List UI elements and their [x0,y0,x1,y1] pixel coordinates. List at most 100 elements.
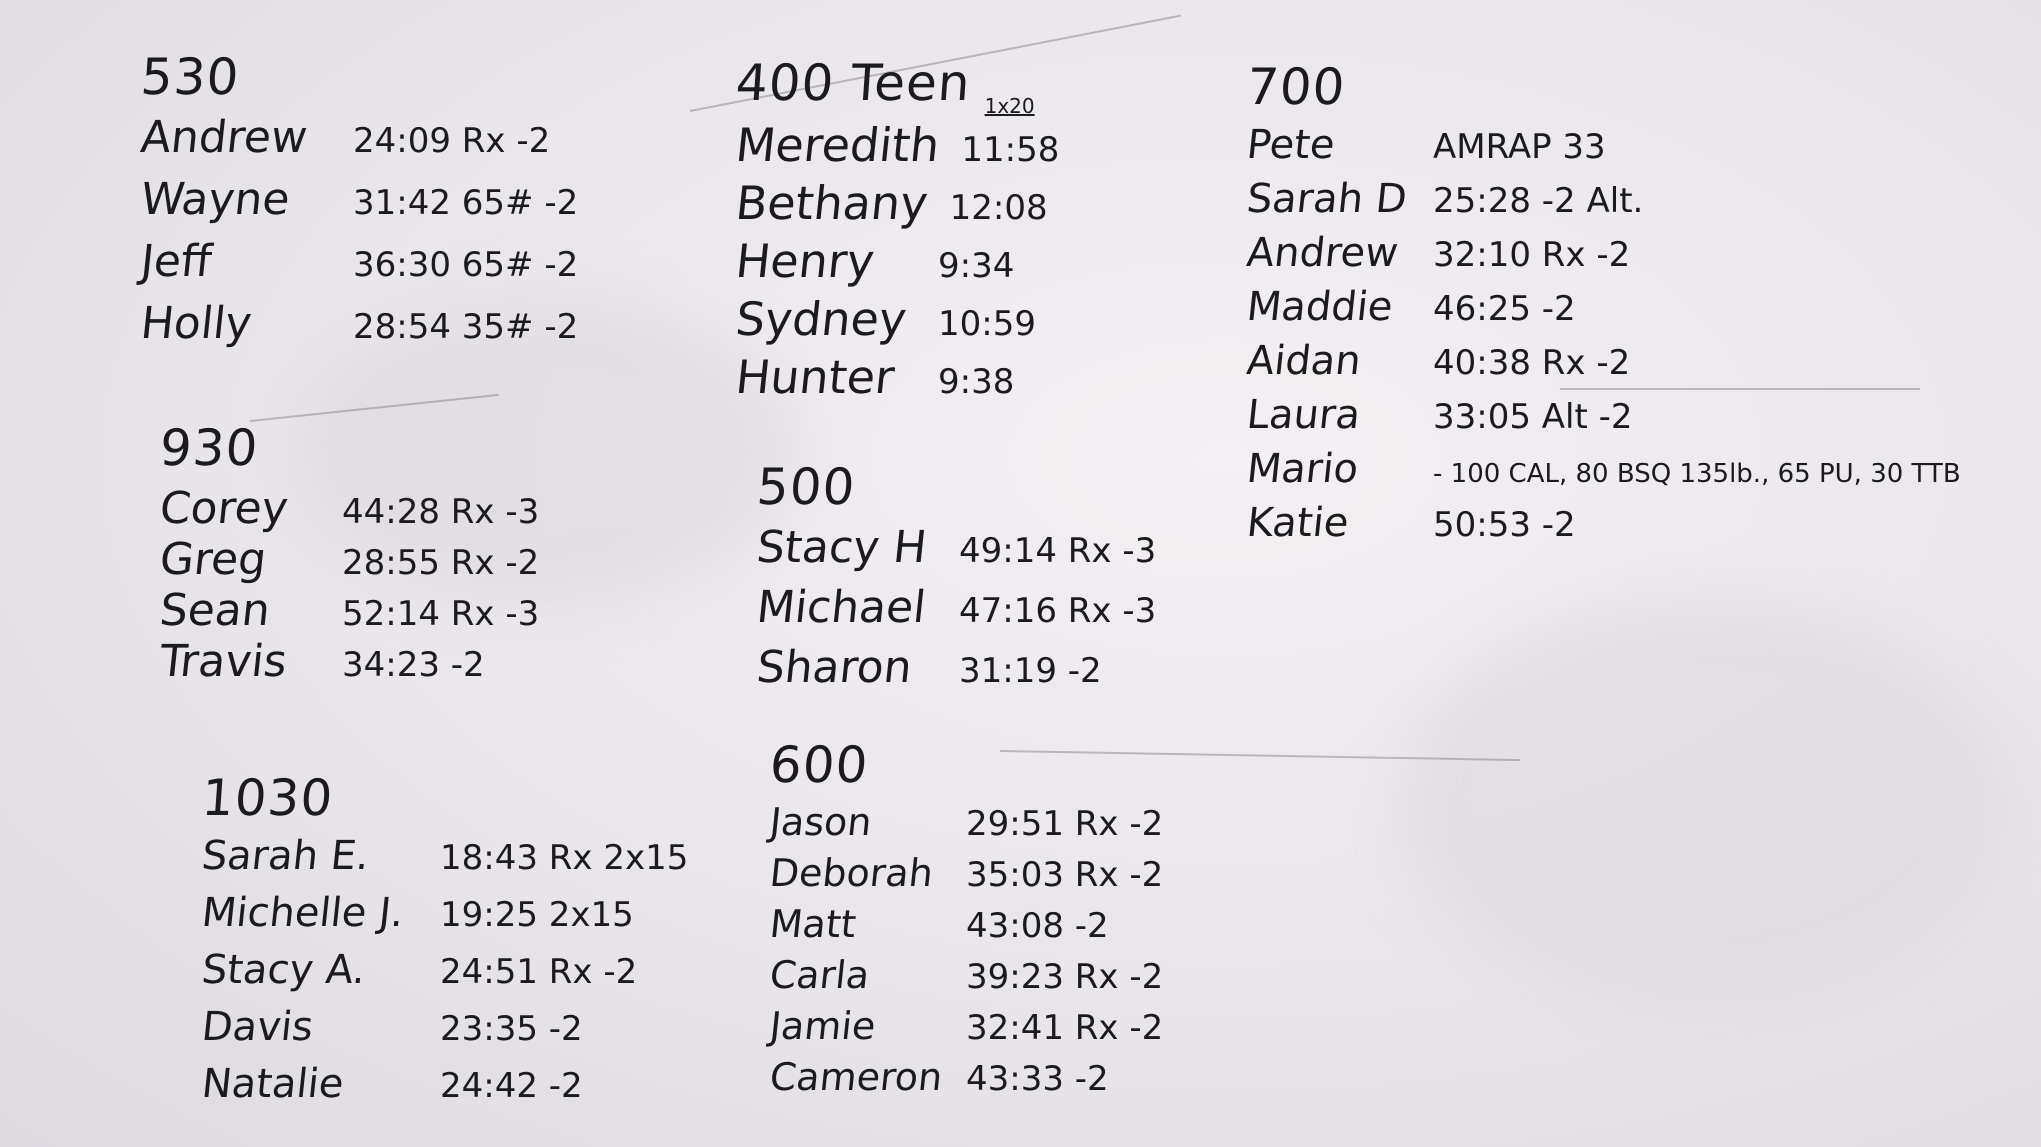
result-row: Holly 28:54 35# -2 [138,298,579,360]
result-row: Jamie 32:41 Rx -2 [768,1004,1164,1055]
result-row: Deborah 35:03 Rx -2 [767,851,1164,902]
result-row: Andrew 32:10 Rx -2 [1244,230,1961,284]
result-row: Mario - 100 CAL, 80 BSQ 135lb., 65 PU, 30… [1245,446,1961,500]
session-header: 400 Teen [733,54,973,112]
athlete-name: Natalie [199,1061,346,1107]
result-row: Corey 44:28 Rx -3 [157,483,540,534]
session-header-line: 500 [754,458,1156,516]
athlete-name: Bethany [733,176,931,230]
result-row: Laura 33:05 Alt -2 [1245,392,1961,446]
result-row: Bethany 12:08 [733,176,1059,234]
athlete-name: Stacy H [754,522,930,573]
athlete-score: - 100 CAL, 80 BSQ 135lb., 65 PU, 30 TTB [1433,459,1961,489]
athlete-score: 52:14 Rx -3 [342,594,540,634]
session-header: 600 [767,736,871,794]
result-row: Jason 29:51 Rx -2 [767,800,1164,851]
result-row: Sarah D 25:28 -2 Alt. [1244,176,1961,230]
athlete-score: 9:38 [938,362,1015,402]
athlete-name: Henry [733,234,878,288]
faint-marker-line [1560,388,1920,390]
session-400: 400 Teen 1x20 Meredith 11:58 Bethany 12:08 Hen… [733,54,1060,408]
result-row: Greg 28:55 Rx -2 [157,534,540,585]
athlete-score: 31:42 65# -2 [353,183,579,223]
athlete-score: 35:03 Rx -2 [966,855,1164,895]
result-row: Carla 39:23 Rx -2 [767,953,1164,1004]
session-header-line: 930 [158,419,539,477]
session-700: 700 Pete AMRAP 33 Sarah D 25:28 -2 Alt. Andre… [1244,58,1961,554]
athlete-score: 18:43 Rx 2x15 [440,838,689,878]
athlete-name: Jason [767,800,874,844]
session-header: 500 [754,458,858,516]
session-header-line: 600 [767,736,1163,794]
session-header: 530 [138,48,242,106]
athlete-name: Katie [1244,500,1351,546]
athlete-score: 12:08 [949,188,1048,228]
session-1030: 1030 Sarah E. 18:43 Rx 2x15 Michelle J. 19:2… [199,769,689,1118]
athlete-name: Wayne [138,174,293,225]
athlete-name: Travis [157,636,290,687]
athlete-name: Sarah D [1244,176,1410,222]
athlete-name: Sydney [733,292,910,346]
athlete-name: Michael [754,582,929,633]
result-row: Henry 9:34 [733,234,1059,292]
result-row: Travis 34:23 -2 [157,636,539,687]
session-subheader: 1x20 [984,94,1035,118]
athlete-name: Pete [1244,122,1338,168]
athlete-name: Carla [767,953,872,997]
athlete-name: Jeff [138,236,215,287]
athlete-name: Deborah [767,851,936,895]
result-row: Stacy A. 24:51 Rx -2 [199,947,688,1004]
session-930: 930 Corey 44:28 Rx -3 Greg 28:55 Rx -2 Sean 52… [157,419,540,687]
athlete-score: 49:14 Rx -3 [959,531,1157,571]
session-header-line: 400 Teen 1x20 [733,54,1059,116]
athlete-name: Greg [157,534,269,585]
athlete-score: 34:23 -2 [342,645,485,685]
session-530: 530 Andrew 24:09 Rx -2 Wayne 31:42 65# -2 Jef… [138,48,579,360]
result-row: Matt 43:08 -2 [768,902,1163,953]
result-row: Sean 52:14 Rx -3 [157,585,540,636]
athlete-name: Andrew [1244,230,1401,276]
athlete-score: 32:10 Rx -2 [1433,235,1631,275]
athlete-score: 39:23 Rx -2 [966,957,1164,997]
athlete-score: 25:28 -2 Alt. [1433,181,1644,221]
athlete-score: 43:08 -2 [966,906,1109,946]
athlete-score: 44:28 Rx -3 [342,492,540,532]
result-row: Pete AMRAP 33 [1244,122,1961,176]
athlete-score: 32:41 Rx -2 [966,1008,1164,1048]
session-600: 600 Jason 29:51 Rx -2 Deborah 35:03 Rx -2 Mat… [767,736,1164,1106]
athlete-score: 28:55 Rx -2 [342,543,540,583]
result-row: Sydney 10:59 [733,292,1059,350]
athlete-score: 24:09 Rx -2 [353,121,551,161]
athlete-score: 24:42 -2 [440,1066,583,1106]
athlete-score: 10:59 [938,304,1036,344]
result-row: Sarah E. 18:43 Rx 2x15 [200,833,689,890]
result-row: Wayne 31:42 65# -2 [138,174,579,236]
session-500: 500 Stacy H 49:14 Rx -3 Michael 47:16 Rx -3 S… [754,458,1157,702]
result-row: Michael 47:16 Rx -3 [754,582,1157,642]
result-row: Katie 50:53 -2 [1244,500,1961,554]
result-row: Sharon 31:19 -2 [754,642,1156,702]
athlete-name: Andrew [138,112,310,163]
result-row: Hunter 9:38 [733,350,1059,408]
athlete-score: 11:58 [961,130,1060,170]
smudge [1400,600,2000,1000]
athlete-name: Meredith [733,118,943,172]
athlete-score: 28:54 35# -2 [353,307,579,347]
athlete-score: 24:51 Rx -2 [440,952,638,992]
athlete-score: 31:19 -2 [959,651,1102,691]
athlete-name: Stacy A. [199,947,368,993]
athlete-score: 23:35 -2 [440,1009,583,1049]
result-row: Andrew 24:09 Rx -2 [138,112,578,174]
athlete-name: Hunter [733,350,897,404]
athlete-score: 40:38 Rx -2 [1433,343,1631,383]
result-row: Natalie 24:42 -2 [199,1061,688,1118]
athlete-name: Aidan [1244,338,1364,384]
athlete-score: 47:16 Rx -3 [959,591,1157,631]
athlete-name: Sharon [754,642,915,693]
athlete-score: 43:33 -2 [966,1059,1109,1099]
athlete-name: Sean [157,585,273,636]
result-row: Cameron 43:33 -2 [768,1055,1163,1106]
session-header: 1030 [199,769,336,827]
athlete-score: 33:05 Alt -2 [1433,397,1633,437]
athlete-score: 9:34 [938,246,1015,286]
